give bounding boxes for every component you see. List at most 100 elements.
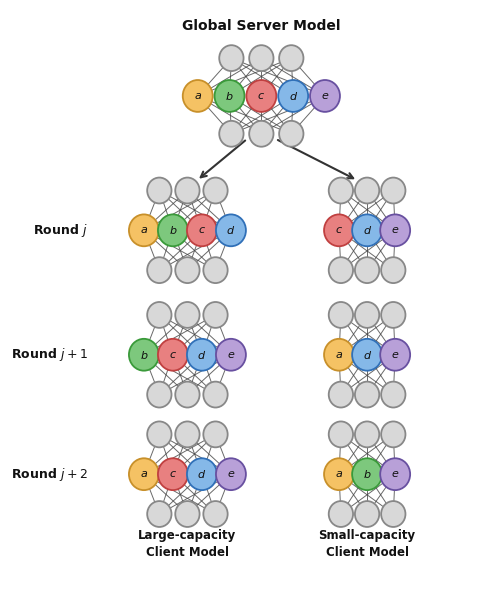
Circle shape <box>216 458 246 490</box>
Text: $\mathit{c}$: $\mathit{c}$ <box>335 225 343 235</box>
Circle shape <box>203 501 228 527</box>
Circle shape <box>355 382 379 408</box>
Text: $\mathit{e}$: $\mathit{e}$ <box>391 350 400 360</box>
Circle shape <box>175 501 200 527</box>
Circle shape <box>355 302 379 328</box>
Circle shape <box>352 458 382 490</box>
Circle shape <box>219 45 244 71</box>
Circle shape <box>203 421 228 447</box>
Circle shape <box>279 121 304 147</box>
Text: $\mathit{b}$: $\mathit{b}$ <box>140 349 148 361</box>
Circle shape <box>175 302 200 328</box>
Text: $\mathit{a}$: $\mathit{a}$ <box>335 469 343 479</box>
Text: $\mathit{c}$: $\mathit{c}$ <box>169 350 177 360</box>
Circle shape <box>324 458 354 490</box>
Text: $\mathit{d}$: $\mathit{d}$ <box>363 225 371 237</box>
Circle shape <box>279 45 304 71</box>
Circle shape <box>158 458 188 490</box>
Circle shape <box>203 178 228 203</box>
Circle shape <box>158 339 188 371</box>
Circle shape <box>187 339 217 371</box>
Text: $\mathit{e}$: $\mathit{e}$ <box>391 225 400 235</box>
Circle shape <box>147 257 172 283</box>
Text: $\mathit{d}$: $\mathit{d}$ <box>197 468 207 480</box>
Text: $\mathit{e}$: $\mathit{e}$ <box>391 469 400 479</box>
Circle shape <box>329 382 353 408</box>
Circle shape <box>381 501 405 527</box>
Circle shape <box>329 302 353 328</box>
Text: $\mathit{b}$: $\mathit{b}$ <box>169 225 177 237</box>
Text: $\mathit{c}$: $\mathit{c}$ <box>169 469 177 479</box>
Circle shape <box>246 80 277 112</box>
Circle shape <box>381 302 405 328</box>
Circle shape <box>219 121 244 147</box>
Circle shape <box>355 501 379 527</box>
Text: Round $j+1$: Round $j+1$ <box>11 346 88 363</box>
Circle shape <box>355 421 379 447</box>
Circle shape <box>147 302 172 328</box>
Text: $\mathit{c}$: $\mathit{c}$ <box>198 225 206 235</box>
Circle shape <box>129 458 159 490</box>
Text: $\mathit{e}$: $\mathit{e}$ <box>321 91 329 101</box>
Circle shape <box>352 214 382 246</box>
Text: $\mathit{a}$: $\mathit{a}$ <box>194 91 202 101</box>
Circle shape <box>278 80 308 112</box>
Circle shape <box>175 382 200 408</box>
Text: $\mathit{d}$: $\mathit{d}$ <box>363 349 371 361</box>
Circle shape <box>203 257 228 283</box>
Circle shape <box>310 80 340 112</box>
Circle shape <box>381 178 405 203</box>
Circle shape <box>352 339 382 371</box>
Circle shape <box>380 339 410 371</box>
Text: $\mathit{d}$: $\mathit{d}$ <box>289 90 298 102</box>
Circle shape <box>147 178 172 203</box>
Circle shape <box>249 45 274 71</box>
Circle shape <box>183 80 213 112</box>
Circle shape <box>147 382 172 408</box>
Circle shape <box>129 339 159 371</box>
Text: $\mathit{a}$: $\mathit{a}$ <box>140 469 148 479</box>
Circle shape <box>147 421 172 447</box>
Text: Round $j+2$: Round $j+2$ <box>11 466 88 483</box>
Circle shape <box>215 80 245 112</box>
Circle shape <box>380 214 410 246</box>
Text: Large-capacity
Client Model: Large-capacity Client Model <box>138 529 237 559</box>
Text: $\mathit{d}$: $\mathit{d}$ <box>197 349 207 361</box>
Circle shape <box>216 339 246 371</box>
Circle shape <box>216 214 246 246</box>
Circle shape <box>175 421 200 447</box>
Text: $\mathit{d}$: $\mathit{d}$ <box>226 225 236 237</box>
Circle shape <box>381 421 405 447</box>
Circle shape <box>175 257 200 283</box>
Circle shape <box>329 501 353 527</box>
Text: $\mathit{c}$: $\mathit{c}$ <box>257 91 265 101</box>
Text: $\mathit{b}$: $\mathit{b}$ <box>363 468 371 480</box>
Circle shape <box>329 421 353 447</box>
Circle shape <box>175 178 200 203</box>
Text: $\mathit{a}$: $\mathit{a}$ <box>335 350 343 360</box>
Circle shape <box>203 302 228 328</box>
Circle shape <box>355 257 379 283</box>
Circle shape <box>329 257 353 283</box>
Circle shape <box>187 214 217 246</box>
Circle shape <box>129 214 159 246</box>
Circle shape <box>355 178 379 203</box>
Circle shape <box>147 501 172 527</box>
Text: $\mathit{b}$: $\mathit{b}$ <box>225 90 234 102</box>
Circle shape <box>249 121 274 147</box>
Circle shape <box>187 458 217 490</box>
Circle shape <box>203 382 228 408</box>
Circle shape <box>380 458 410 490</box>
Text: $\mathit{a}$: $\mathit{a}$ <box>140 225 148 235</box>
Text: $\mathit{e}$: $\mathit{e}$ <box>227 469 235 479</box>
Text: Global Server Model: Global Server Model <box>182 19 340 33</box>
Text: Small-capacity
Client Model: Small-capacity Client Model <box>318 529 416 559</box>
Text: Round $j$: Round $j$ <box>33 222 88 239</box>
Circle shape <box>158 214 188 246</box>
Text: $\mathit{e}$: $\mathit{e}$ <box>227 350 235 360</box>
Circle shape <box>324 339 354 371</box>
Circle shape <box>381 257 405 283</box>
Circle shape <box>324 214 354 246</box>
Circle shape <box>329 178 353 203</box>
Circle shape <box>381 382 405 408</box>
